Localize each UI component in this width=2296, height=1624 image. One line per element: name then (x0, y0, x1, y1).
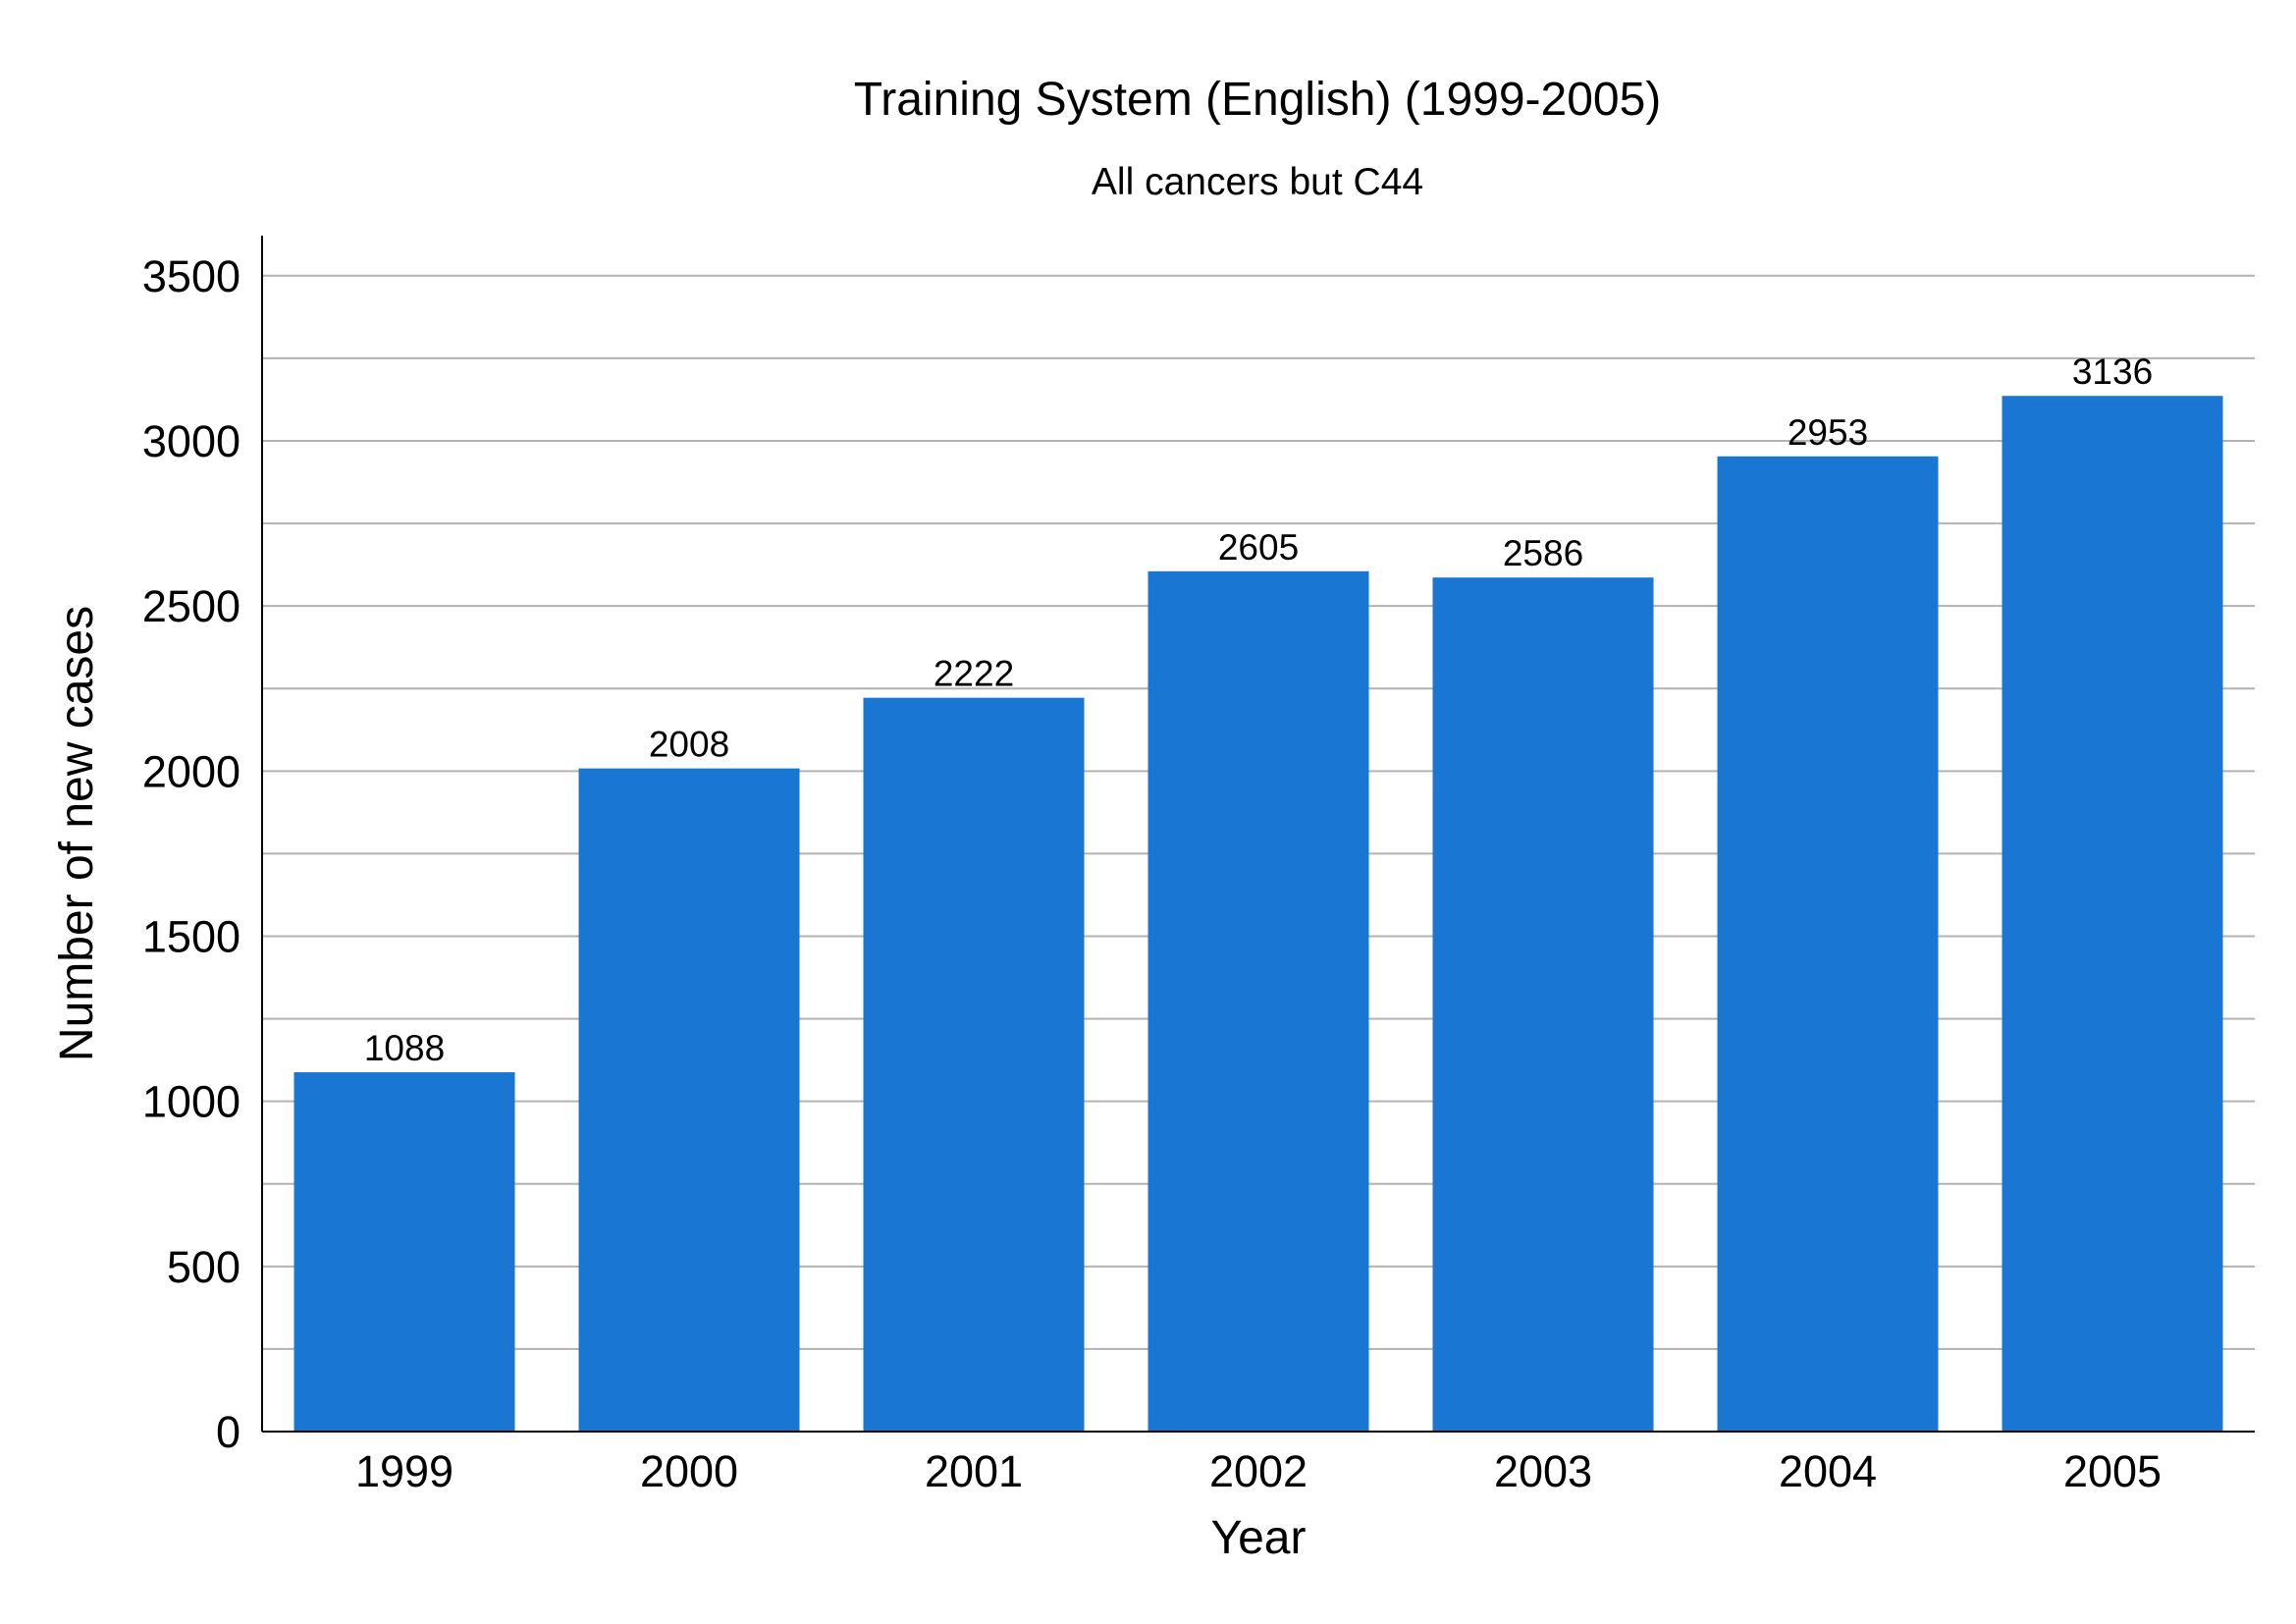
y-tick-label: 0 (216, 1407, 240, 1457)
bar-2005 (2002, 396, 2223, 1432)
bar-value-label: 2586 (1503, 533, 1583, 573)
chart-subtitle: All cancers but C44 (1092, 161, 1423, 203)
x-tick-label: 2004 (1779, 1446, 1877, 1496)
bar-2004 (1717, 456, 1939, 1433)
bar-2001 (863, 697, 1085, 1432)
x-tick-label: 1999 (355, 1446, 454, 1496)
y-tick-label: 1000 (142, 1077, 240, 1127)
bar-2002 (1148, 570, 1369, 1432)
bar-2000 (578, 768, 800, 1432)
y-tick-label: 2500 (142, 581, 240, 631)
bar-value-label: 2008 (649, 725, 729, 765)
y-tick-label: 3000 (142, 416, 240, 466)
y-tick-label: 1500 (142, 911, 240, 961)
bar-value-label: 2953 (1788, 412, 1868, 453)
x-tick-label: 2003 (1494, 1446, 1592, 1496)
bars (294, 396, 2223, 1433)
bar-value-label: 3136 (2072, 352, 2153, 392)
x-tick-label: 2000 (640, 1446, 738, 1496)
bar-value-label: 2605 (1218, 527, 1299, 568)
x-axis-label: Year (1211, 1512, 1307, 1564)
x-axis-ticks: 1999 2000 2001 2002 2003 2004 2005 (355, 1446, 2162, 1496)
y-tick-label: 500 (167, 1242, 240, 1292)
data-labels: 1088 2008 2222 2605 2586 2953 3136 (364, 352, 2153, 1068)
y-tick-label: 2000 (142, 746, 240, 796)
y-axis-label: Number of new cases (51, 606, 103, 1061)
y-tick-label: 3500 (142, 251, 240, 301)
y-axis-ticks: 0 500 1000 1500 2000 2500 3000 3500 (142, 251, 240, 1457)
bar-value-label: 1088 (364, 1028, 445, 1068)
chart-title: Training System (English) (1999-2005) (854, 74, 1662, 126)
bar-2003 (1432, 577, 1654, 1432)
bar-1999 (294, 1072, 515, 1432)
bar-value-label: 2222 (934, 654, 1014, 694)
x-tick-label: 2002 (1209, 1446, 1308, 1496)
x-tick-label: 2001 (925, 1446, 1023, 1496)
x-tick-label: 2005 (2063, 1446, 2162, 1496)
